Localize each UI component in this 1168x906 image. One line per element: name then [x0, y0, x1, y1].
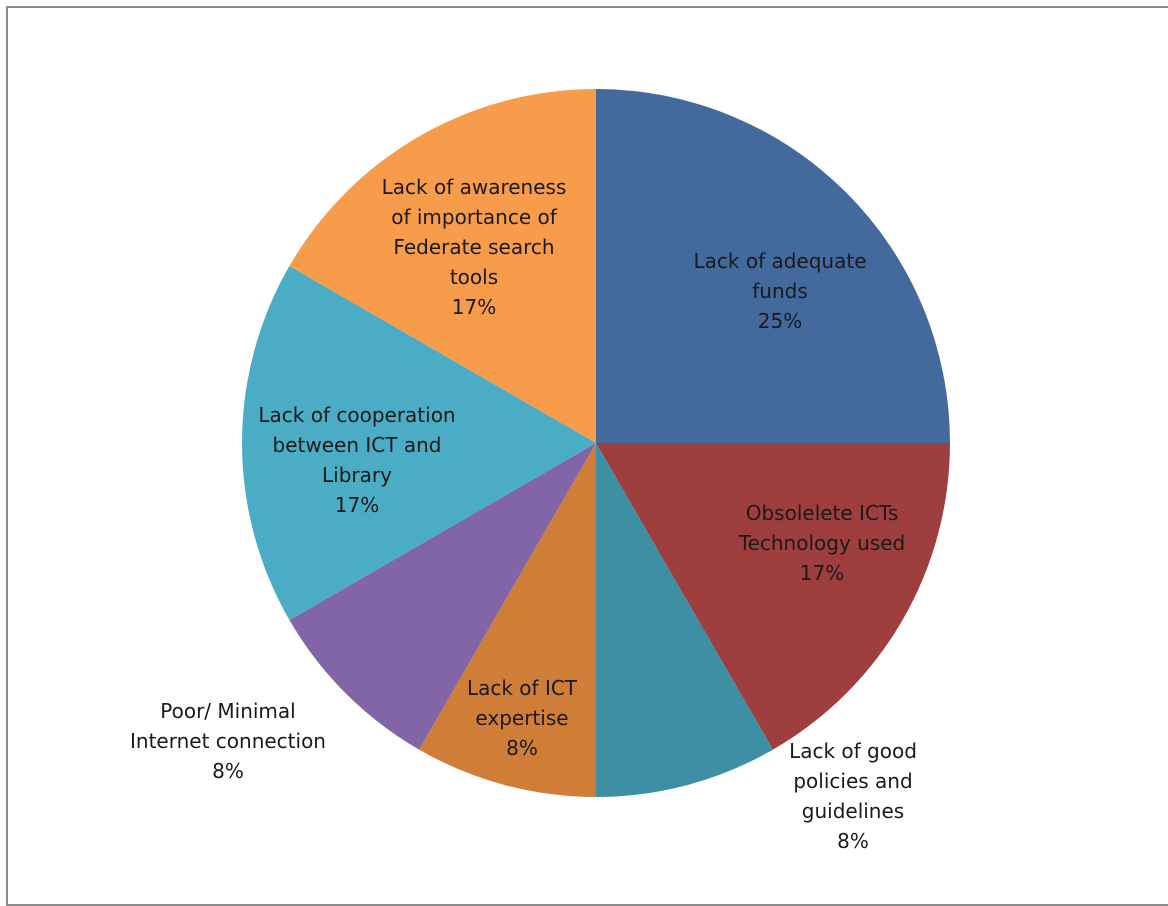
pie-label-3: Lack of ICT expertise 8% [467, 676, 578, 760]
pie-label-percent: 25% [758, 309, 802, 333]
pie-slice-6 [289, 88, 596, 443]
pie-label-line: guidelines [802, 799, 904, 823]
pie-label-line: Technology used [738, 531, 905, 555]
pie-label-line: Lack of adequate [694, 249, 867, 273]
pie-label-5: Lack of cooperation between ICT and Librar… [258, 403, 455, 517]
pie-label-line: expertise [475, 706, 568, 730]
pie-label-line: between ICT and [273, 433, 442, 457]
pie-slice-0 [596, 89, 950, 443]
pie-label-line: Lack of ICT [467, 676, 578, 700]
pie-label-percent: 8% [506, 736, 538, 760]
pie-label-percent: 8% [212, 759, 244, 783]
pie-label-percent: 8% [837, 829, 869, 853]
pie-label-percent: 17% [335, 493, 379, 517]
pie-label-2: Lack of good policies and guidelines 8% [789, 739, 917, 853]
pie-slice-4 [289, 443, 596, 750]
pie-labels: Lack of adequate funds 25% Obsolelete ICTs T… [130, 175, 917, 853]
pie-chart: Lack of adequate funds 25% Obsolelete ICTs T… [130, 88, 950, 853]
pie-slice-2 [596, 443, 773, 797]
pie-label-line: Federate search [393, 235, 554, 259]
pie-slices [241, 88, 950, 797]
pie-label-line: Lack of awareness [382, 175, 567, 199]
pie-label-line: funds [752, 279, 808, 303]
pie-label-percent: 17% [452, 295, 496, 319]
pie-label-line: policies and [793, 769, 912, 793]
pie-slice-5 [241, 266, 596, 621]
pie-label-line: tools [450, 265, 498, 289]
pie-label-line: Lack of cooperation [258, 403, 455, 427]
pie-label-6: Lack of awareness of importance of Federat… [382, 175, 567, 319]
pie-slice-1 [596, 443, 950, 750]
pie-label-1: Obsolelete ICTs Technology used 17% [738, 501, 905, 585]
pie-label-line: of importance of [391, 205, 557, 229]
pie-label-line: Lack of good [789, 739, 917, 763]
pie-label-percent: 17% [800, 561, 844, 585]
pie-label-0: Lack of adequate funds 25% [694, 249, 867, 333]
pie-slice-3 [419, 443, 596, 797]
pie-label-line: Obsolelete ICTs [746, 501, 899, 525]
pie-label-line: Internet connection [130, 729, 326, 753]
pie-label-line: Library [322, 463, 392, 487]
pie-label-4: Poor/ Minimal Internet connection 8% [130, 699, 326, 783]
pie-label-line: Poor/ Minimal [160, 699, 295, 723]
